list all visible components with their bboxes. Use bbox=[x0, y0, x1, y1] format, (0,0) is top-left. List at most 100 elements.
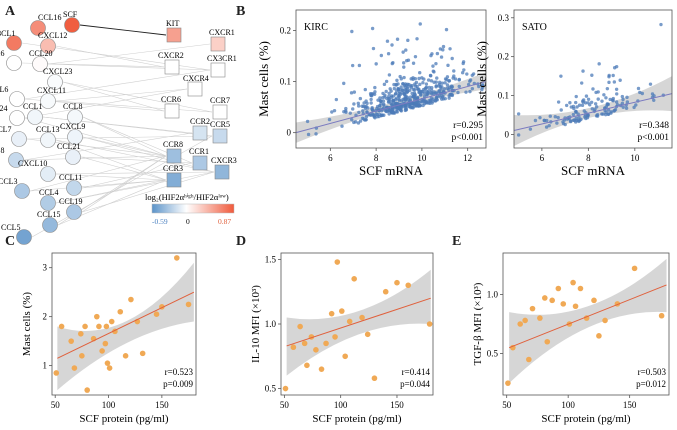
x-axis-label: SCF protein (pg/ml) bbox=[79, 413, 169, 425]
y-tick-label: 0.2 bbox=[280, 25, 291, 35]
ligand-label: CCL24 bbox=[0, 104, 8, 113]
data-point bbox=[290, 344, 297, 351]
data-point bbox=[418, 71, 422, 75]
data-point bbox=[526, 356, 532, 363]
x-tick-label: 150 bbox=[623, 400, 637, 410]
data-point bbox=[574, 100, 578, 105]
ligand-node bbox=[42, 217, 58, 233]
data-point bbox=[453, 77, 458, 81]
data-point bbox=[464, 90, 468, 94]
data-point bbox=[418, 104, 422, 108]
data-point bbox=[564, 103, 569, 108]
ligand-label: CXCL9 bbox=[60, 122, 85, 131]
data-point bbox=[392, 86, 397, 91]
ligand-label: CXCL12 bbox=[38, 31, 67, 40]
network-edge bbox=[31, 135, 213, 238]
data-point bbox=[413, 54, 418, 59]
receptor-label: CX3CR1 bbox=[207, 54, 237, 63]
data-point bbox=[444, 27, 449, 32]
data-point bbox=[572, 118, 576, 122]
data-point bbox=[411, 61, 416, 65]
data-point bbox=[394, 92, 398, 96]
data-point bbox=[575, 105, 579, 109]
data-point bbox=[360, 104, 364, 108]
scatter-il10-protein: 50 100 150 0.5 1.0 1.5 SCF protein (pg/ml) IL-1… bbox=[250, 252, 434, 425]
ligand-label: SCF bbox=[63, 10, 78, 19]
receptor-node bbox=[192, 155, 208, 171]
data-point bbox=[381, 91, 385, 96]
data-point bbox=[351, 107, 355, 111]
ligand-node bbox=[11, 131, 27, 147]
data-point bbox=[318, 366, 325, 372]
data-point bbox=[589, 100, 594, 104]
data-point bbox=[357, 110, 361, 115]
data-point bbox=[351, 276, 357, 282]
data-point bbox=[417, 76, 421, 81]
scatter-mast-cells-protein: 50 100 150 1 2 3 SCF protein (pg/ml) Mast cells… bbox=[21, 252, 197, 425]
receptor-label: CXCR1 bbox=[209, 28, 235, 37]
data-point bbox=[153, 311, 160, 318]
data-point bbox=[634, 103, 638, 107]
y-tick-label: 0.2 bbox=[498, 52, 509, 62]
data-point bbox=[328, 310, 335, 317]
data-point bbox=[103, 323, 110, 330]
receptor-node bbox=[192, 125, 208, 141]
scatter-sato: 6 8 10 0 0.1 0.2 0.3 SCF mRNA Mast cells (%) SATO… bbox=[474, 9, 673, 178]
data-point bbox=[426, 78, 431, 82]
data-point bbox=[426, 91, 431, 96]
data-point bbox=[577, 285, 584, 292]
receptor-label: CCR6 bbox=[161, 95, 181, 104]
receptor-node bbox=[166, 148, 182, 164]
x-tick-label: 50 bbox=[502, 400, 512, 410]
data-point bbox=[560, 301, 567, 307]
y-tick-label: 3 bbox=[43, 263, 48, 273]
data-point bbox=[371, 46, 376, 51]
data-point bbox=[401, 50, 405, 54]
ligand-label: CCL5 bbox=[1, 223, 21, 232]
data-point bbox=[71, 365, 78, 371]
data-point bbox=[596, 97, 600, 101]
data-point bbox=[437, 89, 441, 94]
data-point bbox=[602, 317, 608, 324]
data-point bbox=[390, 43, 394, 47]
data-point bbox=[304, 362, 310, 369]
data-point bbox=[612, 108, 617, 113]
data-point bbox=[386, 52, 391, 56]
data-point bbox=[418, 82, 422, 87]
x-tick-label: 100 bbox=[334, 400, 348, 410]
data-point bbox=[387, 73, 392, 77]
ligand-label: IL8 bbox=[0, 146, 5, 155]
y-axis-label: TGF-β MFI (×10³) bbox=[472, 282, 484, 365]
plot-title: KIRC bbox=[304, 22, 328, 33]
data-point bbox=[429, 53, 433, 58]
y-axis-label: Mast cells (%) bbox=[21, 292, 33, 356]
data-point bbox=[632, 105, 636, 110]
data-point bbox=[570, 279, 576, 286]
data-point bbox=[334, 259, 341, 265]
data-point bbox=[424, 85, 429, 90]
data-point bbox=[415, 37, 419, 41]
x-tick-label: 10 bbox=[417, 153, 427, 163]
network-edge bbox=[29, 155, 167, 192]
ligand-node bbox=[6, 35, 22, 51]
data-point bbox=[604, 96, 608, 100]
receptor-node bbox=[210, 36, 226, 52]
data-point bbox=[648, 82, 653, 86]
data-point bbox=[399, 85, 403, 89]
stat-r: r=0.414 bbox=[402, 367, 431, 377]
data-point bbox=[517, 321, 524, 327]
data-point bbox=[359, 314, 365, 321]
data-point bbox=[340, 124, 344, 128]
data-point bbox=[58, 323, 65, 330]
data-point bbox=[576, 118, 581, 122]
ligand-label: CXCL23 bbox=[43, 67, 72, 76]
network-edge bbox=[82, 136, 215, 173]
receptor-label: CCR1 bbox=[189, 147, 209, 156]
receptor-node bbox=[164, 103, 180, 119]
confidence-band bbox=[509, 258, 667, 384]
stat-r: r=0.295 bbox=[453, 121, 483, 131]
stat-r: r=0.503 bbox=[638, 367, 667, 377]
data-point bbox=[392, 111, 397, 115]
data-point bbox=[405, 282, 412, 289]
